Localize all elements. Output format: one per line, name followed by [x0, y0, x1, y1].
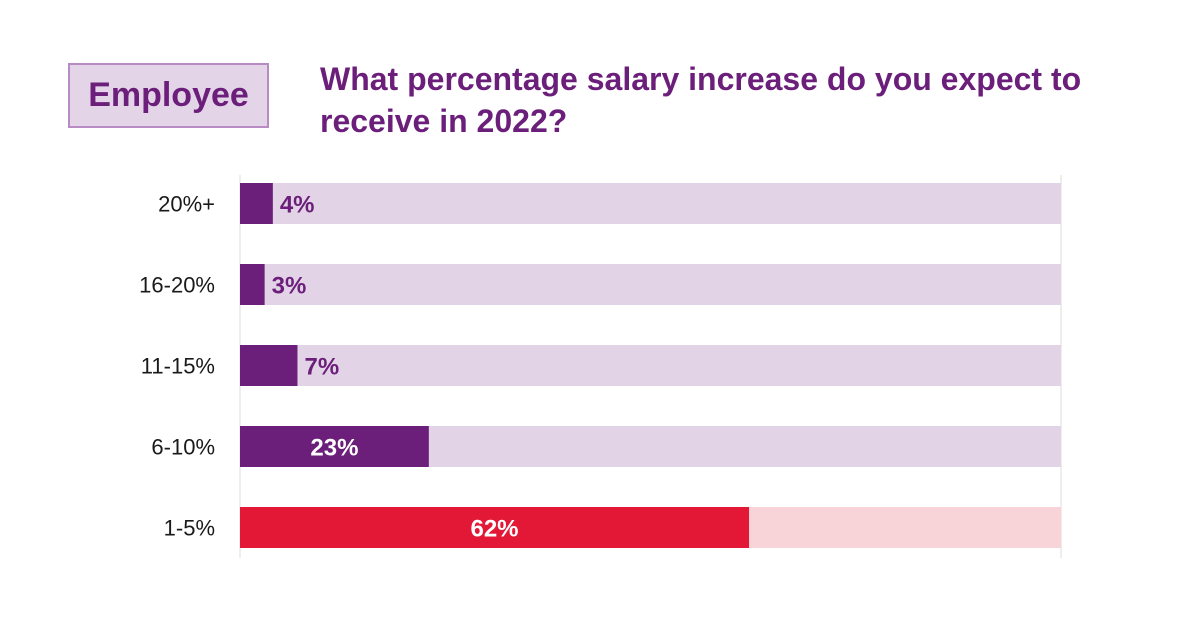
employee-badge: Employee [68, 63, 269, 128]
bar-track [240, 183, 1061, 224]
value-label: 23% [310, 435, 358, 462]
bar [240, 507, 750, 548]
category-label: 20%+ [158, 192, 215, 217]
bar-track [240, 264, 1061, 305]
bar [240, 345, 298, 386]
bar [240, 426, 429, 467]
value-label: 3% [272, 273, 307, 300]
value-label: 4% [280, 192, 315, 219]
category-label: 1-5% [164, 516, 215, 541]
category-label: 6-10% [151, 435, 215, 460]
category-label: 16-20% [139, 273, 215, 298]
category-label: 11-15% [141, 354, 215, 379]
value-label: 62% [470, 516, 518, 543]
bar [240, 264, 265, 305]
chart-title: What percentage salary increase do you e… [320, 61, 1082, 139]
bar-track [240, 345, 1061, 386]
value-label: 7% [304, 354, 339, 381]
bar [240, 183, 273, 224]
